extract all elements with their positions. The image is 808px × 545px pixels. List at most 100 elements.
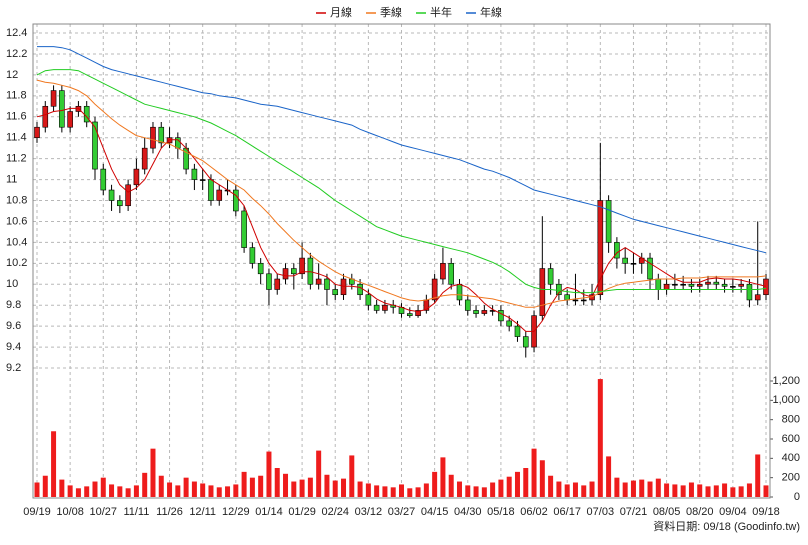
volume-bar	[200, 483, 206, 497]
volume-bar	[481, 487, 487, 497]
volume-bar	[225, 486, 231, 497]
volume-bar	[84, 486, 90, 497]
candle-body	[622, 257, 628, 264]
candle-body	[216, 189, 223, 201]
volume-bar	[349, 455, 355, 497]
candle-body	[34, 126, 40, 138]
x-tick-label: 08/20	[686, 506, 714, 518]
x-tick-label: 05/18	[487, 506, 515, 518]
candle-body	[59, 90, 65, 128]
volume-bar	[755, 454, 761, 497]
legend-label: 季線	[380, 5, 402, 19]
volume-bar	[589, 481, 595, 497]
candle-body	[514, 325, 521, 337]
candle-body	[291, 268, 297, 275]
candle-body	[50, 90, 57, 107]
ma-line	[36, 69, 767, 294]
x-tick-label: 03/12	[355, 506, 383, 518]
candle-body	[696, 283, 703, 287]
candle-body	[191, 168, 198, 180]
candle-body	[233, 189, 239, 212]
volume-bar	[399, 484, 404, 497]
x-tick-label: 09/18	[752, 506, 780, 518]
volume-bar	[655, 478, 661, 497]
y-tick-label: 11.8	[6, 90, 27, 102]
volume-bar	[456, 481, 462, 497]
x-tick-label: 11/11	[123, 506, 149, 518]
candle-body	[266, 273, 272, 290]
volume-bar	[42, 475, 48, 497]
volume-bar	[523, 468, 529, 497]
volume-bar	[75, 488, 81, 497]
volume-bar	[539, 460, 545, 497]
y-tick-label: 11.4	[6, 132, 27, 144]
candle-body	[556, 283, 562, 296]
volume-bar	[465, 485, 471, 497]
volume-bar	[208, 485, 214, 497]
x-tick-label: 06/02	[520, 506, 548, 518]
volume-bar	[150, 448, 156, 497]
y2-tick-label: 200	[782, 472, 800, 484]
volume-bar	[746, 483, 752, 497]
candle-body	[464, 299, 471, 311]
volume-bar	[117, 486, 123, 497]
volume-bar	[100, 477, 106, 497]
y-tick-label: 10.4	[6, 236, 27, 248]
candle-body	[498, 310, 504, 322]
candle-body	[522, 336, 529, 348]
volume-bar	[688, 482, 694, 497]
x-tick-label: 02/24	[321, 506, 349, 518]
volume-bar	[556, 481, 562, 497]
candle-body	[150, 126, 156, 149]
volume-bar	[572, 482, 578, 497]
candle-body	[67, 111, 73, 128]
candle-body	[713, 281, 720, 285]
candle-body	[738, 283, 744, 287]
candle-body	[754, 294, 761, 301]
volume-bar	[382, 486, 388, 497]
volume-bar	[738, 486, 744, 497]
volume-bar	[175, 485, 181, 497]
volume-bar	[142, 472, 148, 497]
volume-bar	[440, 457, 446, 497]
legend-label: 年線	[480, 5, 502, 19]
volume-bar	[158, 475, 164, 497]
x-tick-label: 06/17	[553, 506, 581, 518]
ma-line	[36, 79, 767, 308]
y2-tick-label: 800	[782, 414, 800, 426]
candle-body	[605, 200, 612, 243]
volume-bar	[548, 475, 554, 497]
volume-bar	[564, 484, 570, 497]
x-tick-label: 03/27	[388, 506, 416, 518]
volume-bar	[630, 480, 636, 497]
volume-bar	[506, 476, 512, 497]
candle-body	[547, 268, 554, 285]
candle-body	[108, 189, 115, 201]
volume-bar	[92, 481, 98, 497]
y-tick-label: 10.2	[6, 257, 27, 269]
volume-bar	[614, 477, 620, 497]
candle-body	[357, 283, 363, 296]
y2-tick-label: 1,000	[772, 394, 800, 406]
volume-bar	[109, 484, 115, 497]
candle-body	[158, 126, 165, 144]
volume-bar	[233, 484, 239, 497]
candle-body	[382, 304, 388, 311]
volume-bar	[167, 482, 173, 497]
x-tick-label: 12/29	[222, 506, 250, 518]
plot-frame	[32, 23, 771, 499]
candle-body	[125, 184, 131, 207]
x-tick-label: 12/11	[189, 506, 216, 518]
volume-bar	[324, 474, 330, 497]
candle-body	[688, 283, 695, 287]
candle-body	[473, 310, 479, 314]
volume-bar	[514, 471, 520, 497]
volume-bar	[448, 474, 454, 497]
volume-bar	[216, 487, 222, 497]
candle-body	[133, 168, 140, 186]
volume-bar	[125, 488, 131, 497]
candle-body	[299, 257, 305, 275]
candle-body	[373, 304, 380, 311]
volume-bar	[622, 482, 628, 497]
candle-body	[257, 263, 264, 275]
